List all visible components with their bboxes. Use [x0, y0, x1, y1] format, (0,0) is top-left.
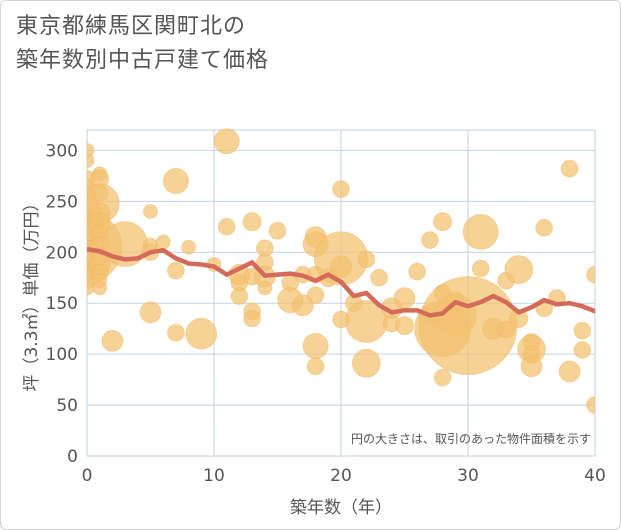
trend-line-layer: [87, 246, 595, 318]
bubble-point: [101, 329, 124, 352]
chart-title: 東京都練馬区関町北の 築年数別中古戸建て価格: [16, 10, 269, 78]
bubble-point: [302, 332, 329, 359]
bubble-point: [139, 301, 162, 324]
bubble-point: [291, 294, 314, 317]
x-tick-label: 40: [584, 466, 606, 486]
x-tick-label: 0: [82, 466, 93, 486]
bubble-point: [509, 308, 529, 328]
bubble-point: [92, 280, 108, 296]
y-axis-ticks: 0 50 100 150 200 250 300: [46, 141, 78, 467]
size-annotation: 円の大きさは、取引のあった物件面積を示す: [351, 431, 591, 446]
bubble-point: [268, 222, 287, 240]
bubble-point: [586, 265, 595, 284]
bubble-point: [167, 261, 185, 280]
bubble-point: [433, 212, 453, 232]
y-tick-label: 150: [46, 294, 78, 314]
bubble-point: [213, 128, 240, 155]
x-tick-label: 30: [457, 466, 479, 486]
y-tick-label: 0: [67, 447, 78, 467]
bubble-point: [586, 396, 595, 414]
chart-title-line1: 東京都練馬区関町北の: [16, 14, 247, 39]
bubble-point: [393, 287, 416, 309]
bubble-point: [573, 341, 592, 359]
bubble-point: [351, 348, 381, 378]
bubble-point: [162, 167, 189, 194]
bubble-point: [462, 213, 499, 250]
x-axis-label: 築年数（年）: [290, 498, 392, 518]
bubble-point: [558, 360, 581, 383]
x-tick-label: 20: [330, 466, 352, 486]
bubble-point: [520, 355, 543, 378]
y-tick-label: 100: [46, 345, 78, 365]
y-tick-label: 200: [46, 243, 78, 263]
bubble-point: [306, 286, 325, 304]
bubble-point: [242, 212, 262, 232]
bubble-point: [504, 255, 534, 284]
bubble-point: [257, 280, 273, 296]
bubble-point: [155, 234, 171, 250]
bubble-point: [181, 239, 197, 255]
bubble-point: [408, 262, 427, 281]
y-tick-label: 250: [46, 192, 78, 212]
bubble-point: [394, 316, 414, 336]
bubble-point: [87, 280, 95, 296]
bubble-point: [357, 250, 376, 269]
y-tick-label: 50: [56, 396, 78, 416]
bubble-point: [535, 219, 553, 237]
average-price-line: [87, 246, 595, 318]
bubble-point: [217, 217, 236, 236]
bubble-point: [243, 309, 261, 328]
y-axis-label: 坪（3.3㎡）単価（万円）: [22, 194, 42, 391]
bubble-point: [167, 323, 185, 342]
bubble-point: [471, 259, 490, 278]
bubble-point: [143, 204, 158, 219]
x-tick-label: 10: [203, 466, 225, 486]
bubble-point: [497, 320, 515, 339]
bubble-point: [433, 368, 452, 387]
y-tick-label: 300: [46, 141, 78, 161]
bubble-layer: [87, 128, 595, 414]
bubble-point: [421, 231, 439, 249]
x-axis-ticks: 0 10 20 30 40: [82, 466, 606, 486]
bubble-point: [370, 268, 388, 287]
chart-title-line2: 築年数別中古戸建て価格: [16, 48, 270, 73]
bubble-point: [87, 153, 95, 168]
bubble-point: [306, 357, 325, 376]
bubble-point: [185, 317, 218, 350]
bubble-point: [332, 180, 350, 198]
bubble-point: [230, 287, 249, 305]
bubble-point: [573, 321, 592, 340]
bubble-point: [330, 255, 352, 278]
bubble-point: [560, 159, 579, 178]
